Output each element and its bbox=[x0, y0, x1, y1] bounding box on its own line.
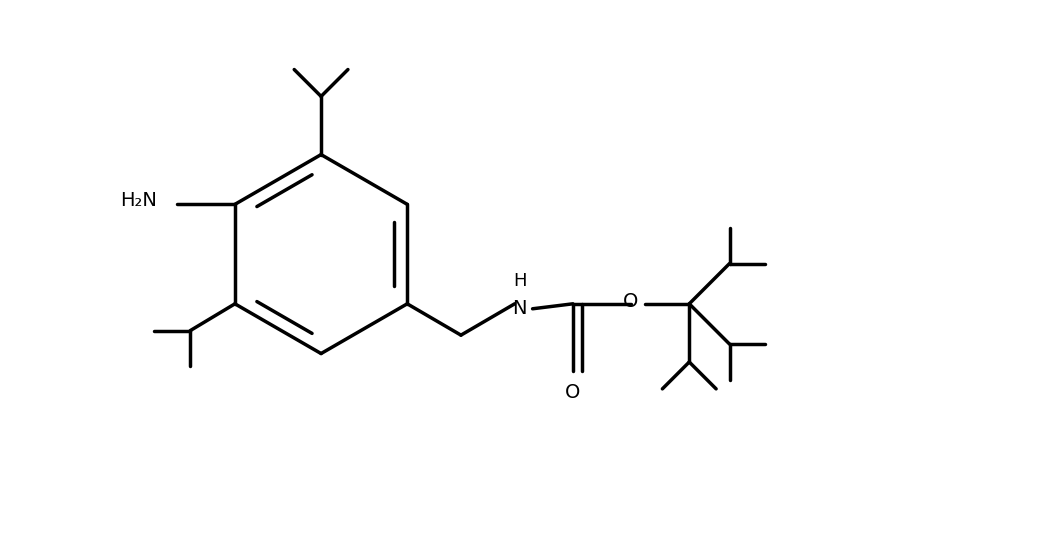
Text: O: O bbox=[623, 292, 639, 311]
Text: O: O bbox=[565, 383, 581, 402]
Text: N: N bbox=[512, 299, 527, 318]
Text: H: H bbox=[513, 272, 526, 290]
Text: H₂N: H₂N bbox=[120, 191, 157, 210]
